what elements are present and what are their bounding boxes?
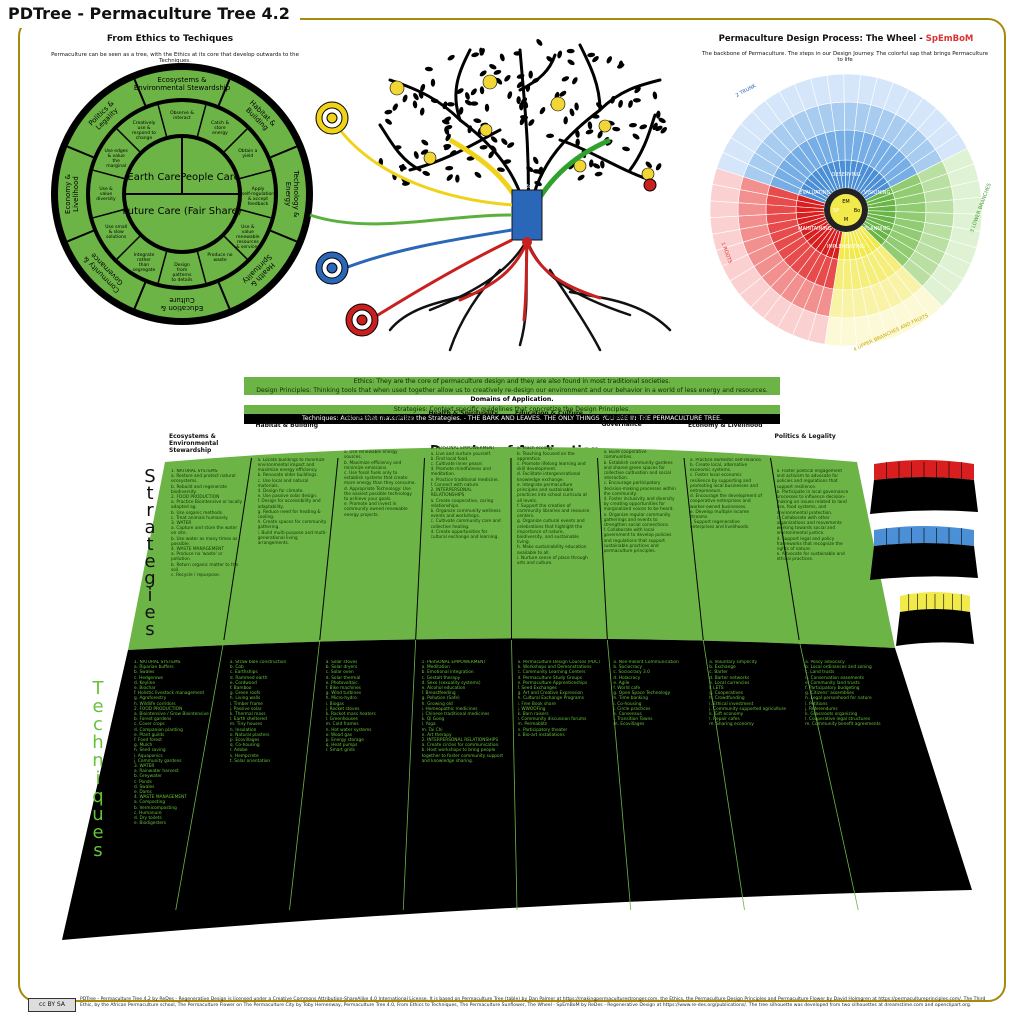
ethics-wheel-title: From Ethics to Techiques	[106, 34, 234, 44]
domain-column-title: Ecosystems & Environmental Stewardship	[169, 432, 219, 454]
vertical-letter: t	[146, 483, 154, 504]
domain-column-title: Health & Spirituality	[428, 410, 499, 418]
permaculture-tree-illustration: EBx SPx	[309, 39, 672, 352]
ethics-principle-label: Use & value renewable resources & services	[236, 224, 260, 250]
vertical-letter: T	[92, 678, 104, 699]
ethics-principle-label: Observe & interact	[170, 110, 194, 121]
vertical-letter: i	[147, 585, 153, 606]
ethics-principle-label: Catch & store energy	[211, 120, 229, 136]
ethics-principle-label: Obtain a yield	[238, 148, 257, 159]
tree-label-ebx: EBx	[522, 184, 532, 190]
band-techniques: Techniques: Actions that materialize the…	[244, 414, 780, 424]
design-wheel-ring-label: VISIONING	[864, 190, 890, 196]
vertical-letter: h	[92, 732, 104, 753]
domain-techniques-text: 1. PERSONAL EMPOWERMENT a. Meditation b.…	[421, 660, 504, 764]
vertical-letter: s	[145, 619, 155, 640]
legend-fan-1	[870, 526, 978, 580]
colored-fan-legend	[870, 460, 978, 646]
vertical-letter: e	[92, 822, 104, 843]
ethics-principle-label: Use edges & value the marginal	[104, 148, 128, 169]
footer-credits: PDTree - Permaculture Tree 4.2 by ReDes …	[80, 997, 986, 1008]
vertical-letter: e	[144, 602, 156, 623]
vertical-letter: e	[92, 696, 104, 717]
ethics-principle-label: Apply self-regulation & accept feedback	[242, 186, 274, 207]
vertical-letter: q	[92, 786, 104, 807]
domain-column-title: Habitat & Building	[255, 421, 319, 429]
ethics-wheel-subtitle: Permaculture can be seen as a tree, with…	[51, 52, 299, 64]
domain-techniques-text: a. Policy advocacy b. Local ordinances a…	[805, 660, 881, 728]
vertical-letter: u	[92, 804, 104, 825]
ethics-principle-label: Integrate rather than segregate	[133, 252, 156, 273]
design-wheel-center-sp: SP	[833, 208, 839, 214]
domain-column-title: Economy & Livelihood	[688, 421, 763, 429]
domain-column-title: Education & Culture	[515, 410, 583, 418]
design-wheel-ring-label: MAINTAINING	[798, 226, 831, 232]
ethics-domain-label: Technology &Energy	[284, 170, 300, 218]
page-frame	[18, 18, 1006, 1002]
earth-care-label: Earth Care	[127, 172, 180, 183]
band-domains: Domains of Application.	[244, 395, 780, 405]
design-wheel-subtitle: The backbone of Permaculture. The steps …	[701, 51, 989, 63]
design-wheel-center-m: M	[844, 217, 848, 223]
domain-techniques-text: a. Voluntary simplicity b. Exchange c. B…	[709, 660, 786, 728]
domain-strategies-text: a. Locate buildings to minimize environm…	[257, 457, 327, 546]
design-wheel-center-bo: Bo	[854, 208, 861, 214]
design-wheel-title: Permaculture Design Process: The Wheel -…	[706, 34, 986, 44]
design-wheel-ring-label: PLANNING	[864, 226, 890, 232]
domain-strategies-text: a. Practice domestic self-reliance. b. C…	[690, 457, 763, 531]
design-wheel-title-brand: SpEmBoM	[925, 34, 974, 44]
domain-strategies-text: a. Build cooperative communities. b. Est…	[603, 450, 676, 555]
domain-techniques-text: 1. NATURAL SYSTEMS a. Riparian buffers b…	[134, 660, 209, 827]
vertical-letter: s	[93, 840, 103, 861]
vertical-letter: a	[144, 517, 156, 538]
domain-column-title: Politics & Legality	[774, 432, 836, 440]
vertical-letter: c	[93, 714, 103, 735]
vertical-letter: n	[92, 750, 104, 771]
ethics-principle-label: Produce no waste	[207, 252, 232, 263]
page-title: PDTree - Permaculture Tree 4.2	[0, 0, 300, 28]
vertical-letter: S	[144, 466, 156, 487]
ethics-principle-label: Use & value diversity	[96, 186, 116, 202]
domain-strategies-text: a. Use renewable energy sources. b. Maxi…	[344, 450, 416, 518]
ethics-domain-label: Economy &Livelihood	[64, 174, 80, 214]
design-wheel-ring-label: OBSERVING	[831, 172, 860, 178]
people-care-label: People Care	[180, 172, 240, 183]
license-badge[interactable]: cc BY SA	[28, 998, 76, 1012]
ethics-principle-label: Design from patterns to details	[172, 262, 194, 283]
domain-techniques-text: a. Permaculture Design Courses (PDC) b. …	[517, 660, 600, 738]
design-wheel-title-prefix: Permaculture Design Process: The Wheel -	[718, 34, 926, 44]
vertical-letter: i	[95, 768, 101, 789]
domain-strategies-text: 1. NATURAL SYSTEMS a. Restore and protec…	[171, 468, 243, 579]
band-ethics: Ethics: They are the core of permacultur…	[244, 377, 780, 387]
legend-fan-2	[896, 592, 974, 646]
domain-techniques-text: a. Non-Violent Communication b. Sociocra…	[613, 660, 679, 728]
domain-strategies-text: a. Foster political engagement and activ…	[776, 468, 849, 563]
band-principles: Design Principles: Thinking tools that w…	[244, 386, 780, 396]
vertical-letter: r	[146, 500, 154, 521]
domain-column-title: Community & Governance	[601, 414, 648, 429]
design-wheel-center-em: EM	[842, 199, 849, 205]
ethics-domain-label: Education &Culture	[160, 296, 203, 312]
vertical-letter: g	[144, 568, 156, 589]
vertical-letter: e	[144, 551, 156, 572]
domain-strategies-text: a. Teach ecology. b. Teaching focused on…	[517, 446, 590, 566]
ethics-domain-label: Ecosystems & Environmental Stewardship	[134, 76, 231, 92]
domain-column-title: Technology & Energy	[342, 414, 413, 422]
future-care-label: Future Care (Fair Share)	[122, 206, 241, 217]
design-wheel-ring-label: EVALUATING	[799, 190, 830, 196]
ethics-principle-label: Use small & slow solutions	[105, 224, 127, 240]
design-wheel: EM SP Bo M OBSERVING VISIONING PLANNING IMP…	[709, 73, 983, 347]
ethics-principle-label: Creatively use & respond to change	[132, 120, 156, 141]
domain-techniques-text: a. Straw bale construction b. Cob c. Ear…	[229, 660, 287, 764]
domain-techniques-text: a. Solar stoves b. Solar dryers c. Solar…	[325, 660, 376, 754]
vertical-letter: t	[146, 534, 154, 555]
legend-fan-0	[870, 460, 978, 514]
ethics-wheel: Earth Care People Care Future Care (Fair…	[51, 63, 313, 325]
domain-strategies-text: 1. PERSONAL EMPOWERMENT a. Live and nurt…	[430, 446, 501, 540]
band-strategies: Strategies: Context specific guidelines …	[244, 405, 780, 415]
design-wheel-ring-label: IMPLEMENTING	[827, 244, 865, 250]
